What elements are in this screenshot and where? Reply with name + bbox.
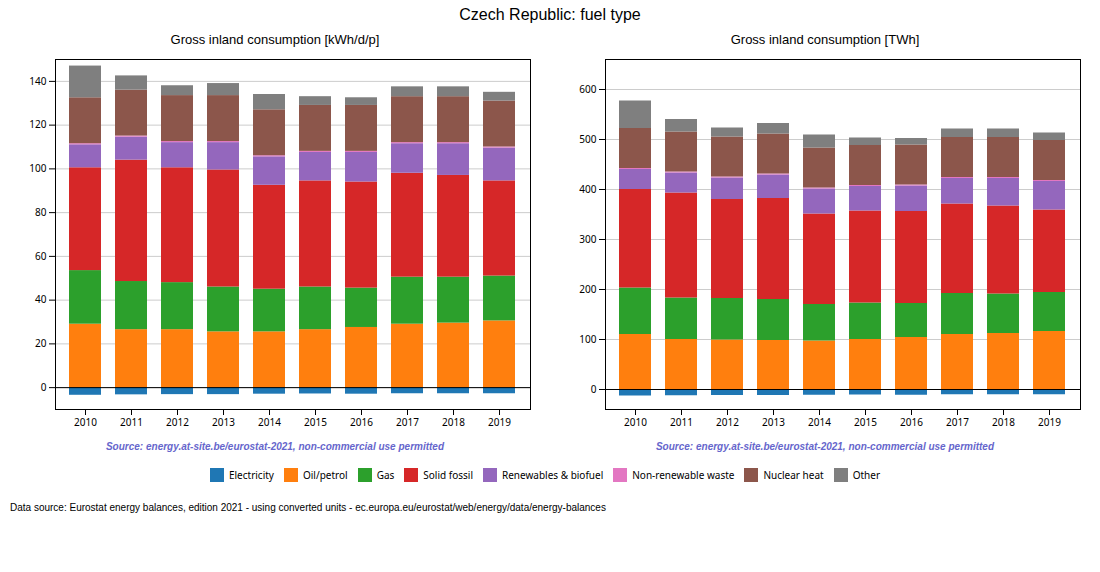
svg-text:400: 400 [579, 182, 596, 196]
svg-text:2013: 2013 [762, 415, 785, 429]
svg-text:2016: 2016 [900, 415, 923, 429]
svg-text:20: 20 [35, 336, 47, 350]
svg-text:0: 0 [41, 380, 47, 394]
svg-text:2016: 2016 [350, 415, 373, 429]
svg-text:2010: 2010 [624, 415, 647, 429]
svg-text:120: 120 [29, 117, 46, 131]
svg-text:80: 80 [35, 205, 47, 219]
html-text:Other: Other [852, 467, 880, 482]
html-text:Electricity: Electricity [229, 467, 274, 482]
svg-text:2011: 2011 [120, 415, 143, 429]
svg-text:2014: 2014 [808, 415, 831, 429]
svg-text:2012: 2012 [166, 415, 189, 429]
html-text:Czech Republic: fuel type: Czech Republic: fuel type [459, 6, 641, 23]
svg-text:2017: 2017 [396, 415, 419, 429]
html-text:Non-renewable waste: Non-renewable waste [632, 467, 735, 482]
svg-text:2012: 2012 [716, 415, 739, 429]
svg-text:500: 500 [579, 132, 596, 146]
html-text:Gross inland consumption [TWh]: Gross inland consumption [TWh] [730, 32, 920, 47]
svg-text:2018: 2018 [992, 415, 1015, 429]
svg-text:140: 140 [29, 74, 46, 88]
html-text:Nuclear heat: Nuclear heat [763, 467, 824, 482]
svg-text:100: 100 [29, 161, 46, 175]
svg-text:2019: 2019 [1038, 415, 1061, 429]
svg-text:60: 60 [35, 249, 47, 263]
svg-text:2017: 2017 [946, 415, 969, 429]
svg-text:2018: 2018 [442, 415, 465, 429]
svg-text:2019: 2019 [488, 415, 511, 429]
svg-text:40: 40 [35, 292, 47, 306]
svg-text:100: 100 [579, 332, 596, 346]
html-text:Gross inland consumption [kWh/: Gross inland consumption [kWh/d/p] [170, 32, 380, 47]
html-text:Source: energy.at-site.be/euro: Source: energy.at-site.be/eurostat-2021,… [106, 441, 444, 452]
svg-text:0: 0 [591, 382, 597, 396]
svg-text:2011: 2011 [670, 415, 693, 429]
svg-text:200: 200 [579, 282, 596, 296]
svg-text:2015: 2015 [854, 415, 877, 429]
html-text:Data source: Eurostat energy b: Data source: Eurostat energy balances, e… [10, 502, 606, 513]
svg-text:2013: 2013 [212, 415, 235, 429]
html-text:Renewables & biofuel: Renewables & biofuel [502, 467, 604, 482]
svg-text:600: 600 [579, 82, 596, 96]
svg-text:2015: 2015 [304, 415, 327, 429]
html-text:Solid fossil: Solid fossil [423, 467, 473, 482]
svg-text:300: 300 [579, 232, 596, 246]
svg-text:2014: 2014 [258, 415, 281, 429]
html-text:Source: energy.at-site.be/euro: Source: energy.at-site.be/eurostat-2021,… [656, 441, 994, 452]
svg-text:2010: 2010 [74, 415, 97, 429]
html-text:Oil/petrol: Oil/petrol [303, 467, 348, 482]
html-text:Gas: Gas [376, 467, 395, 482]
